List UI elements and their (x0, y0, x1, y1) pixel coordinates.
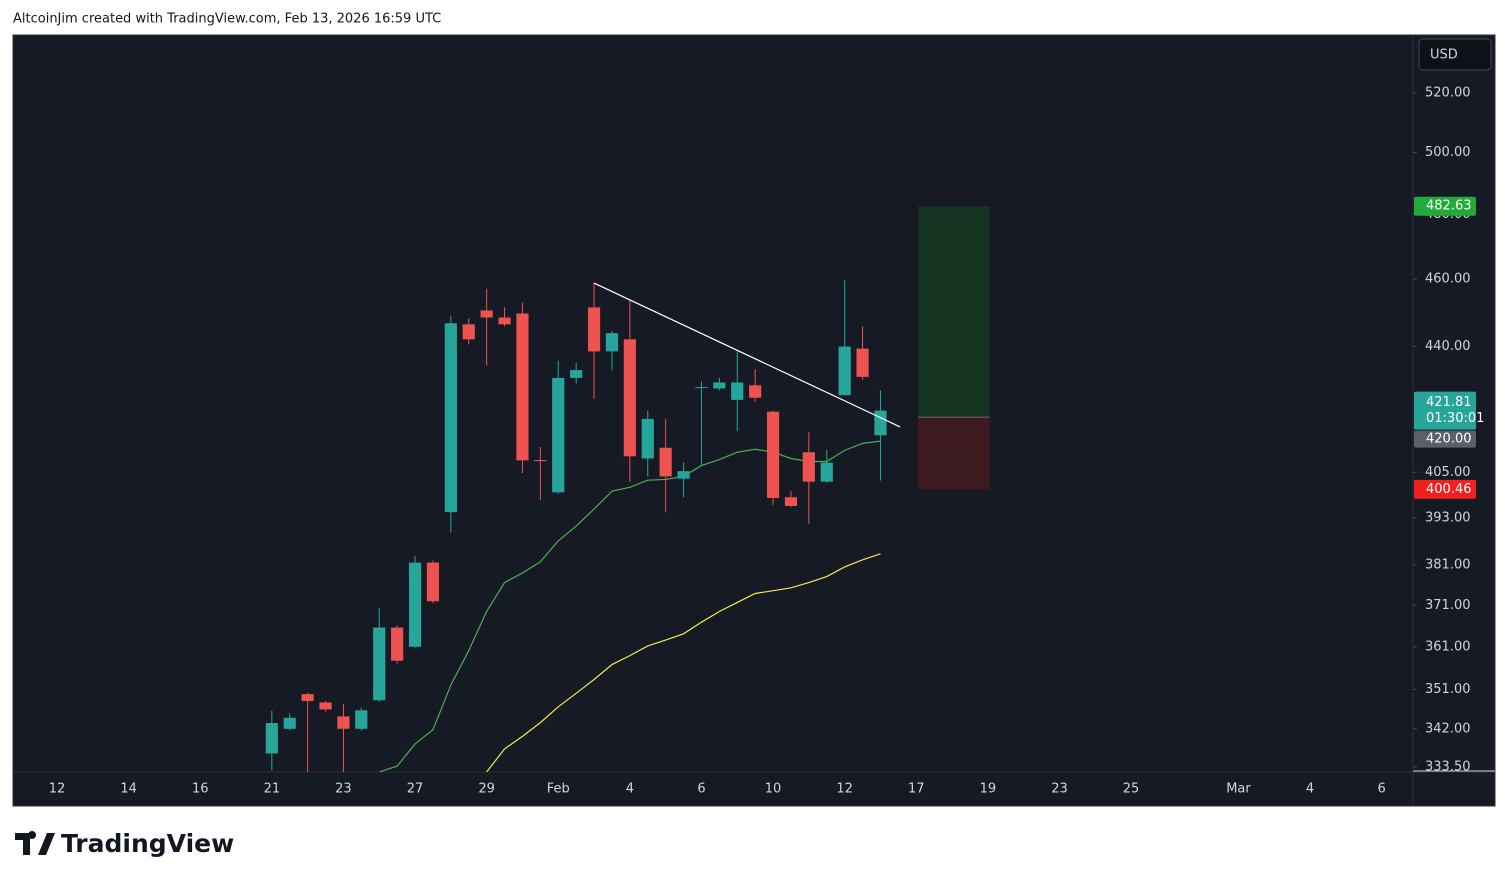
x-tick-label: 27 (407, 782, 424, 797)
brand: TradingView (15, 829, 234, 858)
y-tick-label: 460.00 (1425, 272, 1471, 287)
stop-label-box (1414, 479, 1476, 499)
x-tick-label: 29 (478, 782, 495, 797)
y-tick-label: 351.00 (1425, 682, 1471, 697)
x-tick-label: 6 (1378, 782, 1386, 797)
x-tick-label: 19 (980, 782, 997, 797)
currency-label[interactable]: USD (1430, 48, 1458, 63)
candle-body (498, 317, 511, 325)
entry-label-box (1414, 430, 1476, 448)
candle-body (641, 418, 654, 459)
y-tick-label: 393.00 (1425, 510, 1471, 525)
candle-body (623, 339, 636, 457)
x-tick-label: Mar (1226, 782, 1251, 797)
candle-body (659, 447, 672, 477)
x-tick-label: 23 (335, 782, 352, 797)
moving-average (486, 553, 881, 772)
candle-body (319, 702, 332, 710)
profit-zone (918, 206, 990, 418)
currency-button[interactable]: USD (1418, 38, 1492, 71)
brand-logo (15, 831, 55, 855)
candle-body (337, 716, 350, 729)
candle-body (856, 348, 869, 377)
candle-body (587, 307, 601, 352)
candle-body (373, 627, 386, 701)
candle-body (283, 717, 296, 729)
candle-body (444, 323, 457, 513)
x-tick-label: 12 (49, 782, 66, 797)
y-tick-label: 342.00 (1425, 721, 1471, 736)
candle-body (766, 411, 780, 498)
x-tick-label: 4 (626, 782, 634, 797)
candle-body (534, 459, 547, 462)
candle-body (516, 313, 529, 461)
loss-zone (918, 417, 990, 490)
y-tick-label: 520.00 (1425, 86, 1471, 101)
candle-body (480, 310, 493, 318)
candle-body (802, 452, 815, 482)
candle-body (713, 382, 726, 389)
candle-body (605, 333, 619, 352)
candle-body (731, 382, 744, 400)
x-tick-label: 21 (264, 782, 281, 797)
snapshot-header: AltcoinJim created with TradingView.com,… (13, 12, 441, 27)
brand-name: TradingView (61, 829, 234, 858)
y-tick-label: 405.00 (1425, 465, 1471, 480)
candle-body (570, 370, 583, 378)
x-tick-label: 17 (908, 782, 925, 797)
target-label-box (1414, 196, 1476, 216)
last-price-label-box (1414, 391, 1476, 430)
plot-area (265, 206, 990, 772)
y-tick-label: 381.00 (1425, 557, 1471, 572)
x-tick-label: 23 (1051, 782, 1068, 797)
y-tick-label: 361.00 (1425, 639, 1471, 654)
trendline (593, 282, 901, 428)
candle-body (408, 562, 422, 647)
target-label: 482.63 (1426, 199, 1472, 214)
candle-body (462, 324, 475, 340)
candle-body (301, 694, 314, 702)
candle-body (391, 627, 404, 661)
y-tick-label: 333.50 (1425, 759, 1471, 774)
entry-label: 420.00 (1426, 432, 1472, 447)
x-tick-label: 4 (1306, 782, 1314, 797)
y-tick-label: 440.00 (1425, 339, 1471, 354)
axes: 520.00500.00480.00460.00440.00405.00393.… (49, 86, 1485, 797)
currency-box[interactable] (1418, 38, 1492, 71)
candle-body (784, 497, 798, 507)
x-tick-label: 10 (765, 782, 782, 797)
chart-panel (12, 34, 1496, 807)
last-price-label: 01:30:01 (1426, 411, 1484, 426)
candle-body (695, 387, 708, 389)
candle-body (355, 710, 368, 729)
candle-body (265, 723, 278, 754)
candle-body (838, 346, 851, 396)
candle-body (874, 410, 887, 436)
x-tick-label: 6 (697, 782, 705, 797)
x-tick-label: 12 (836, 782, 853, 797)
x-tick-label: 16 (192, 782, 209, 797)
x-tick-label: 14 (120, 782, 137, 797)
candle-body (749, 385, 762, 398)
stop-label: 400.46 (1426, 482, 1472, 497)
x-tick-label: Feb (547, 782, 570, 797)
x-tick-label: 25 (1123, 782, 1140, 797)
y-tick-label: 371.00 (1425, 598, 1471, 613)
candle-body (677, 471, 690, 479)
y-tick-label: 500.00 (1425, 145, 1471, 160)
candle-body (426, 562, 440, 602)
last-price-label: 421.81 (1426, 395, 1472, 410)
candle-body (552, 377, 565, 493)
candle-body (820, 462, 833, 482)
moving-average (379, 440, 881, 772)
